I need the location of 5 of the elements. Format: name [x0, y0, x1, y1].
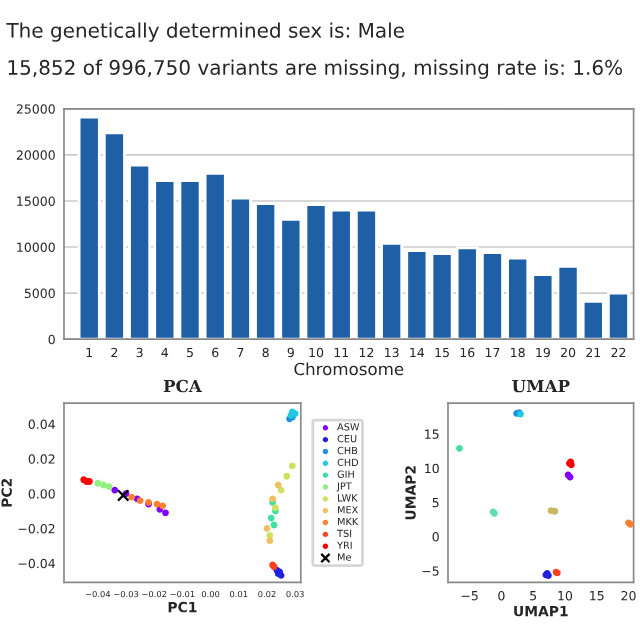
chart-title: PCA — [163, 379, 202, 393]
x-axis-title: Chromosome — [294, 362, 404, 376]
text: 15,852 of 996,750 variants are missing, missing rate is: 1.6% — [8, 59, 622, 79]
chart-title: UMAP — [512, 379, 570, 393]
text: The genetically determined sex is: Male — [6, 22, 404, 42]
